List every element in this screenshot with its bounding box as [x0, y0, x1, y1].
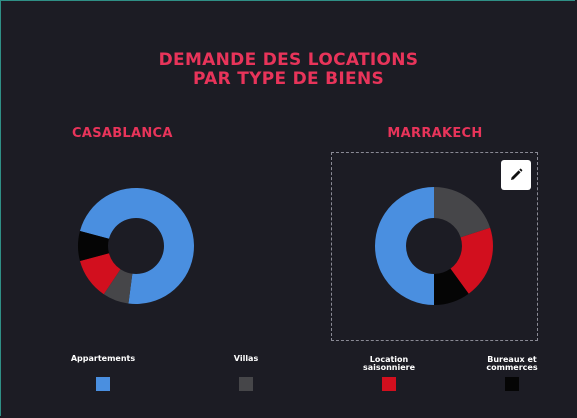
pencil-icon	[511, 168, 523, 180]
marrakech-slice-bureaux-et-commerces	[434, 268, 469, 305]
marrakech-slice-location-saisonniere	[450, 227, 493, 294]
chart-title-line2: PAR TYPE DE BIENS	[192, 69, 385, 89]
marrakech-slice-villas	[434, 187, 491, 238]
legend-label-bureaux-commerces: Bureaux et commerces	[486, 355, 538, 372]
casablanca-slice-location-saisonniere	[79, 253, 121, 295]
casablanca-slice-appartements	[79, 188, 194, 304]
legend-label-appartements: Appartements	[70, 354, 136, 363]
legend-swatch-bureaux-commerces	[505, 377, 519, 391]
chart-title-line1: DEMANDE DES LOCATIONS	[158, 50, 419, 70]
legend-swatch-location-saisonniere	[382, 377, 396, 391]
marrakech-slice-appartements	[375, 187, 434, 305]
casablanca-donut	[78, 188, 194, 304]
casablanca-slice-bureaux-et-commerces	[78, 230, 109, 262]
legend-label-location-saisonniere: Location saisonniere	[362, 355, 416, 372]
marrakech-donut	[375, 187, 493, 305]
edit-button[interactable]	[501, 160, 531, 190]
casablanca-title: CASABLANCA	[72, 126, 173, 141]
casablanca-slice-villas	[103, 269, 133, 304]
legend-swatch-appartements	[96, 377, 110, 391]
marrakech-title: MARRAKECH	[387, 126, 483, 141]
legend-label-villas: Villas	[233, 354, 259, 363]
legend-swatch-villas	[239, 377, 253, 391]
selected-chart-outline[interactable]	[331, 152, 538, 341]
